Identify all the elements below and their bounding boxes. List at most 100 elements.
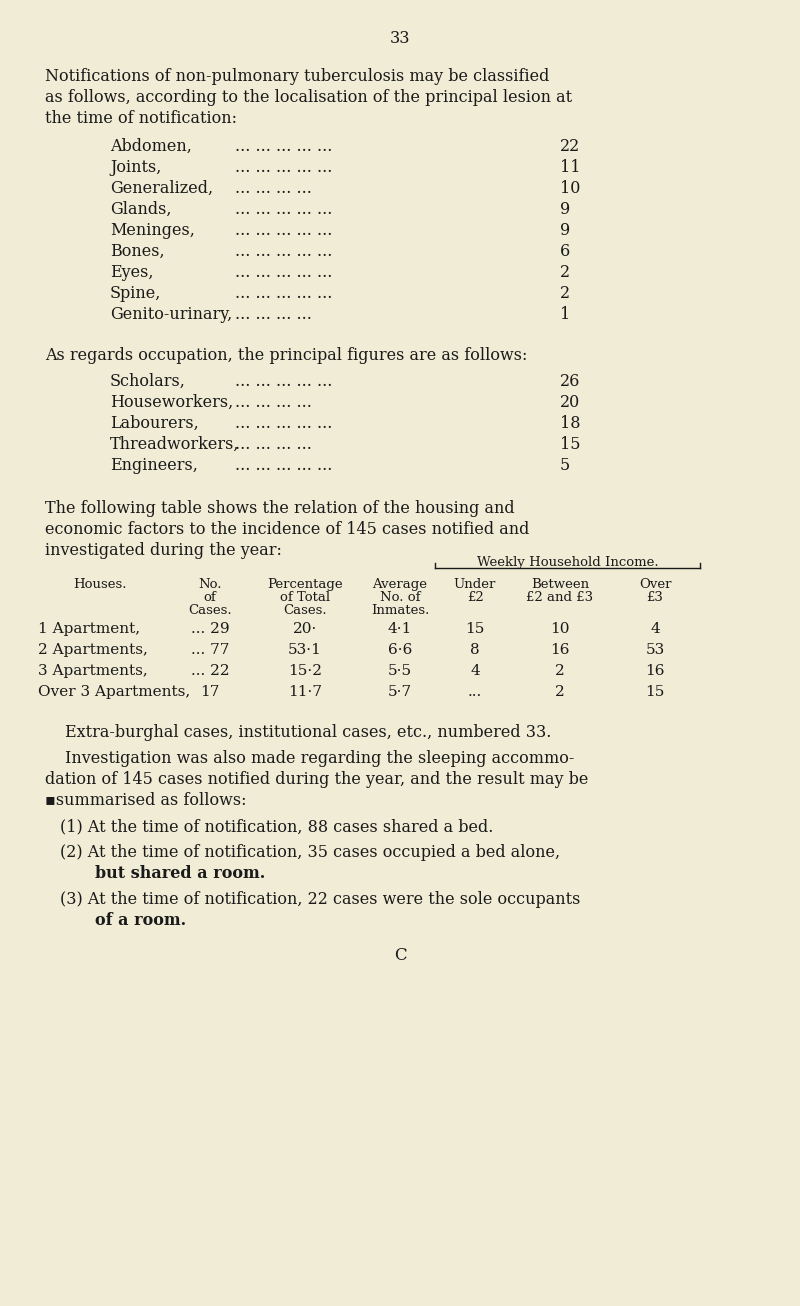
- Text: ... ... ... ... ...: ... ... ... ... ...: [235, 201, 332, 218]
- Text: Eyes,: Eyes,: [110, 264, 154, 281]
- Text: 53: 53: [646, 643, 665, 657]
- Text: (1) At the time of notification, 88 cases shared a bed.: (1) At the time of notification, 88 case…: [60, 818, 494, 835]
- Text: 18: 18: [560, 415, 581, 432]
- Text: investigated during the year:: investigated during the year:: [45, 542, 282, 559]
- Text: Cases.: Cases.: [283, 603, 327, 616]
- Text: ... ... ... ...: ... ... ... ...: [235, 306, 312, 323]
- Text: Extra-burghal cases, institutional cases, etc., numbered 33.: Extra-burghal cases, institutional cases…: [65, 724, 551, 741]
- Text: 9: 9: [560, 222, 570, 239]
- Text: of: of: [204, 592, 216, 603]
- Text: ... 29: ... 29: [190, 622, 230, 636]
- Text: 4·1: 4·1: [388, 622, 412, 636]
- Text: No. of: No. of: [380, 592, 420, 603]
- Text: ... 77: ... 77: [191, 643, 229, 657]
- Text: Labourers,: Labourers,: [110, 415, 198, 432]
- Text: Houseworkers,: Houseworkers,: [110, 394, 234, 411]
- Text: ... ... ... ... ...: ... ... ... ... ...: [235, 374, 332, 390]
- Text: Generalized,: Generalized,: [110, 180, 213, 197]
- Text: ... ... ... ... ...: ... ... ... ... ...: [235, 285, 332, 302]
- Text: ...: ...: [468, 686, 482, 699]
- Text: ... ... ... ... ...: ... ... ... ... ...: [235, 243, 332, 260]
- Text: 20: 20: [560, 394, 580, 411]
- Text: Cases.: Cases.: [188, 603, 232, 616]
- Text: Genito-urinary,: Genito-urinary,: [110, 306, 232, 323]
- Text: £2: £2: [466, 592, 483, 603]
- Text: 10: 10: [550, 622, 570, 636]
- Text: but shared a room.: but shared a room.: [95, 865, 266, 882]
- Text: of Total: of Total: [280, 592, 330, 603]
- Text: 16: 16: [550, 643, 570, 657]
- Text: 10: 10: [560, 180, 580, 197]
- Text: 33: 33: [390, 30, 410, 47]
- Text: 11: 11: [560, 159, 581, 176]
- Text: Meninges,: Meninges,: [110, 222, 195, 239]
- Text: 2: 2: [560, 264, 570, 281]
- Text: 3 Apartments,: 3 Apartments,: [38, 663, 148, 678]
- Text: Under: Under: [454, 579, 496, 592]
- Text: 22: 22: [560, 138, 580, 155]
- Text: 2 Apartments,: 2 Apartments,: [38, 643, 148, 657]
- Text: £3: £3: [646, 592, 663, 603]
- Text: Abdomen,: Abdomen,: [110, 138, 192, 155]
- Text: 20·: 20·: [293, 622, 317, 636]
- Text: Scholars,: Scholars,: [110, 374, 186, 390]
- Text: 2: 2: [555, 663, 565, 678]
- Text: ... ... ... ... ...: ... ... ... ... ...: [235, 457, 332, 474]
- Text: No.: No.: [198, 579, 222, 592]
- Text: ... ... ... ... ...: ... ... ... ... ...: [235, 222, 332, 239]
- Text: Average: Average: [373, 579, 427, 592]
- Text: Over: Over: [638, 579, 671, 592]
- Text: 15·2: 15·2: [288, 663, 322, 678]
- Text: Houses.: Houses.: [74, 579, 126, 592]
- Text: Notifications of non-pulmonary tuberculosis may be classified: Notifications of non-pulmonary tuberculo…: [45, 68, 550, 85]
- Text: ▪summarised as follows:: ▪summarised as follows:: [45, 791, 246, 808]
- Text: ... ... ... ... ...: ... ... ... ... ...: [235, 138, 332, 155]
- Text: Weekly Household Income.: Weekly Household Income.: [477, 556, 658, 569]
- Text: 16: 16: [646, 663, 665, 678]
- Text: Engineers,: Engineers,: [110, 457, 198, 474]
- Text: 4: 4: [470, 663, 480, 678]
- Text: ... ... ... ...: ... ... ... ...: [235, 394, 312, 411]
- Text: 5: 5: [560, 457, 570, 474]
- Text: Spine,: Spine,: [110, 285, 162, 302]
- Text: 6·6: 6·6: [388, 643, 412, 657]
- Text: 2: 2: [555, 686, 565, 699]
- Text: Threadworkers,: Threadworkers,: [110, 436, 239, 453]
- Text: 2: 2: [560, 285, 570, 302]
- Text: 4: 4: [650, 622, 660, 636]
- Text: economic factors to the incidence of 145 cases notified and: economic factors to the incidence of 145…: [45, 521, 530, 538]
- Text: Bones,: Bones,: [110, 243, 165, 260]
- Text: 5·7: 5·7: [388, 686, 412, 699]
- Text: 15: 15: [560, 436, 581, 453]
- Text: Inmates.: Inmates.: [371, 603, 429, 616]
- Text: 8: 8: [470, 643, 480, 657]
- Text: Percentage: Percentage: [267, 579, 343, 592]
- Text: as follows, according to the localisation of the principal lesion at: as follows, according to the localisatio…: [45, 89, 572, 106]
- Text: Over 3 Apartments,: Over 3 Apartments,: [38, 686, 190, 699]
- Text: ... 22: ... 22: [190, 663, 230, 678]
- Text: 17: 17: [200, 686, 220, 699]
- Text: ... ... ... ... ...: ... ... ... ... ...: [235, 264, 332, 281]
- Text: ... ... ... ... ...: ... ... ... ... ...: [235, 159, 332, 176]
- Text: the time of notification:: the time of notification:: [45, 110, 237, 127]
- Text: 1: 1: [560, 306, 570, 323]
- Text: 26: 26: [560, 374, 580, 390]
- Text: The following table shows the relation of the housing and: The following table shows the relation o…: [45, 500, 514, 517]
- Text: 15: 15: [466, 622, 485, 636]
- Text: ... ... ... ...: ... ... ... ...: [235, 180, 312, 197]
- Text: (3) At the time of notification, 22 cases were the sole occupants: (3) At the time of notification, 22 case…: [60, 891, 580, 908]
- Text: ... ... ... ... ...: ... ... ... ... ...: [235, 415, 332, 432]
- Text: Joints,: Joints,: [110, 159, 162, 176]
- Text: C: C: [394, 947, 406, 964]
- Text: ... ... ... ...: ... ... ... ...: [235, 436, 312, 453]
- Text: £2 and £3: £2 and £3: [526, 592, 594, 603]
- Text: As regards occupation, the principal figures are as follows:: As regards occupation, the principal fig…: [45, 347, 527, 364]
- Text: Between: Between: [531, 579, 589, 592]
- Text: (2) At the time of notification, 35 cases occupied a bed alone,: (2) At the time of notification, 35 case…: [60, 844, 560, 861]
- Text: 9: 9: [560, 201, 570, 218]
- Text: Glands,: Glands,: [110, 201, 171, 218]
- Text: Investigation was also made regarding the sleeping accommo-: Investigation was also made regarding th…: [65, 750, 574, 767]
- Text: of a room.: of a room.: [95, 912, 186, 929]
- Text: 6: 6: [560, 243, 570, 260]
- Text: 1 Apartment,: 1 Apartment,: [38, 622, 140, 636]
